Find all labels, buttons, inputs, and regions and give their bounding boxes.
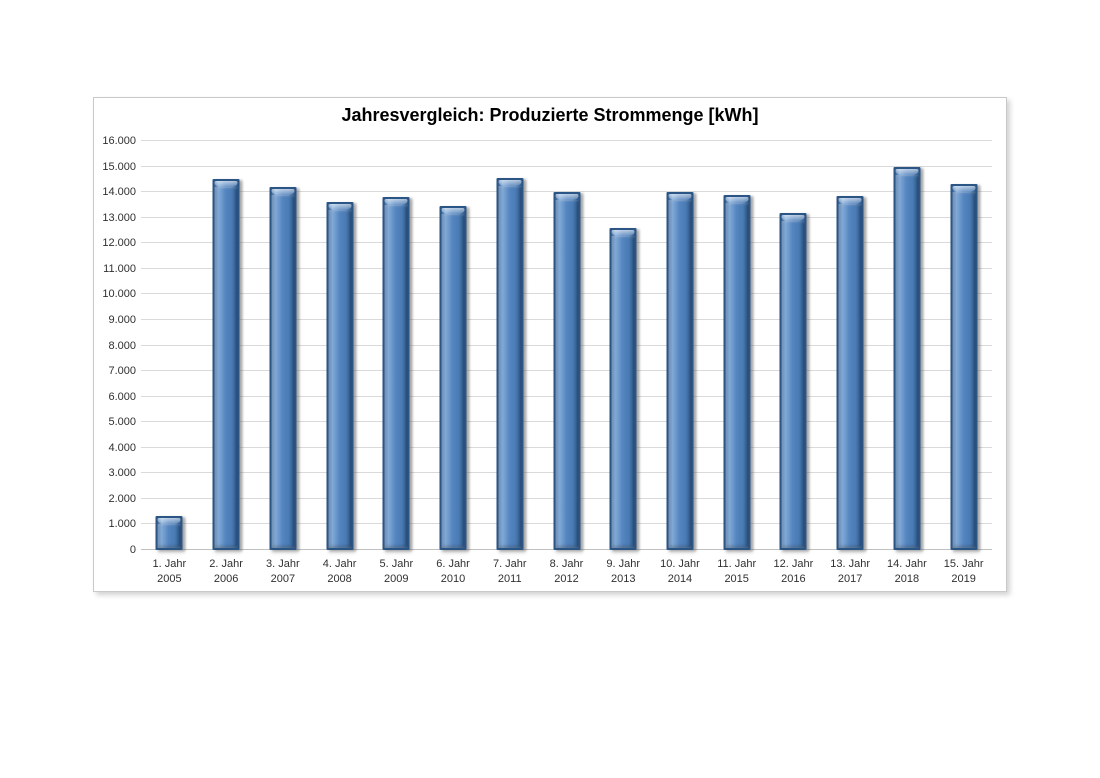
- y-tick-label: 0: [129, 544, 136, 556]
- gridline: [141, 140, 992, 141]
- y-tick-label: 11.000: [103, 262, 136, 275]
- bar-2015: [723, 194, 751, 550]
- bar-2016: [779, 212, 807, 550]
- bar-2013: [609, 227, 637, 550]
- y-axis: 0 1.000 2.000 3.000 4.000 5.000 6.000 7.000 8.00…: [94, 135, 136, 556]
- x-axis: 1. Jahr 2005 2. Jahr 2006 3. Jahr 2007 4. Jahr…: [141, 557, 992, 591]
- bar-2012: [553, 192, 580, 550]
- y-tick-label: 16.000: [102, 135, 136, 147]
- x-tick-label: 15. Jahr 2019: [943, 558, 984, 585]
- x-tick-label: 13. Jahr 2017: [830, 558, 871, 585]
- y-tick-label: 6.000: [108, 390, 136, 403]
- y-tick-label: 5.000: [108, 416, 136, 429]
- chart-title: Jahresvergleich: Produzierte Strommenge …: [341, 105, 759, 125]
- x-tick-label: 9. Jahr 2013: [606, 558, 641, 585]
- bar-2009: [382, 197, 410, 550]
- plot-area: [141, 140, 992, 550]
- y-tick-label: 10.000: [102, 288, 136, 301]
- bar-2017: [836, 195, 864, 550]
- x-tick-label: 5. Jahr 2009: [379, 558, 414, 585]
- y-tick-label: 2.000: [108, 492, 136, 505]
- x-tick-label: 11. Jahr 2015: [717, 558, 757, 585]
- x-tick-label: 1. Jahr 2005: [152, 558, 187, 585]
- x-tick-label: 3. Jahr 2007: [266, 558, 300, 585]
- x-tick-label: 10. Jahr 2014: [660, 558, 700, 585]
- y-tick-label: 13.000: [102, 211, 136, 224]
- bar-2011: [496, 178, 524, 550]
- chart-frame: Jahresvergleich: Produzierte Strommenge …: [93, 97, 1007, 592]
- x-tick-label: 4. Jahr 2008: [322, 558, 357, 585]
- y-tick-label: 1.000: [108, 518, 136, 531]
- y-tick-label: 8.000: [108, 339, 136, 352]
- bar-2010: [439, 206, 467, 550]
- bar-2006: [212, 179, 240, 550]
- bar-2008: [326, 202, 354, 550]
- y-tick-label: 12.000: [102, 237, 136, 250]
- gridline: [141, 191, 992, 193]
- y-tick-label: 14.000: [102, 186, 136, 199]
- bar-2007: [269, 187, 297, 550]
- y-tick-label: 9.000: [108, 313, 136, 326]
- x-tick-label: 2. Jahr 2006: [209, 558, 243, 585]
- y-tick-label: 7.000: [108, 365, 136, 378]
- x-tick-label: 8. Jahr 2012: [549, 558, 584, 585]
- y-tick-label: 4.000: [108, 441, 136, 454]
- x-tick-label: 7. Jahr 2011: [492, 558, 527, 585]
- x-tick-label: 12. Jahr 2016: [773, 558, 814, 585]
- y-tick-label: 15.000: [102, 160, 136, 173]
- y-tick-label: 3.000: [108, 467, 136, 480]
- x-tick-label: 6. Jahr 2010: [436, 558, 470, 585]
- x-tick-label: 14. Jahr 2018: [887, 558, 927, 585]
- bar-2018: [893, 166, 921, 550]
- gridline: [141, 165, 992, 167]
- bar-2014: [666, 192, 694, 550]
- bar-2019: [950, 184, 978, 550]
- bar-2005: [155, 515, 183, 550]
